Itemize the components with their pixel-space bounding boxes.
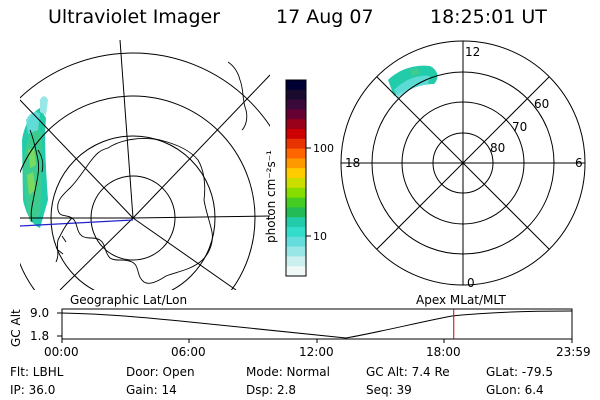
- colorbar: [285, 79, 311, 277]
- alt-y-tick-label: 1.8: [30, 329, 50, 343]
- mlt-hour-label-18: 18: [345, 156, 361, 170]
- colorbar-band: [286, 246, 306, 257]
- alt-axis-label: GC Alt: [9, 309, 23, 347]
- status-dsp: Dsp: 2.8: [246, 383, 297, 397]
- colorbar-band: [286, 99, 306, 110]
- colorbar-band: [286, 197, 306, 208]
- colorbar-frame: [285, 79, 307, 277]
- instrument-title: Ultraviolet Imager: [48, 6, 221, 28]
- alt-x-tick-label: 12:00: [299, 345, 334, 359]
- colorbar-band: [286, 256, 306, 267]
- geo-panel-label: Geographic Lat/Lon: [70, 293, 188, 307]
- colorbar-bands: [286, 80, 306, 277]
- geo-meridian: [132, 217, 237, 290]
- colorbar-band: [286, 109, 306, 120]
- south-america-coastline: [29, 129, 44, 223]
- colorbar-tick-label-10: 10: [313, 230, 327, 243]
- altitude-plot-frame: [61, 308, 573, 340]
- geo-meridian: [59, 217, 134, 290]
- colorbar-band: [286, 158, 306, 169]
- mlt-lat-label-70: 70: [512, 120, 528, 134]
- mlt-hour-label-12: 12: [465, 45, 481, 59]
- colorbar-band: [286, 80, 306, 91]
- geo-lat-circle-50: [20, 52, 270, 128]
- alt-x-tick-label: 23:59: [556, 345, 591, 359]
- colorbar-band: [286, 168, 306, 179]
- colorbar-tick-label-100: 100: [313, 142, 334, 155]
- status-door: Door: Open: [126, 365, 195, 379]
- africa-coastline: [227, 61, 248, 131]
- geo-meridian: [132, 215, 270, 219]
- mlt-panel-label: Apex MLat/MLT: [416, 293, 506, 307]
- track-line: [20, 219, 134, 227]
- status-glon: GLon: 6.4: [486, 383, 544, 397]
- colorbar-band: [286, 178, 306, 189]
- mlt-lat-label-80: 80: [490, 141, 506, 155]
- colorbar-band: [286, 129, 306, 140]
- colorbar-band: [286, 89, 306, 101]
- colorbar-unit-label: photon cm⁻²s⁻¹: [264, 150, 278, 243]
- colorbar-band: [286, 227, 306, 238]
- time-label: 18:25:01 UT: [430, 6, 547, 28]
- colorbar-band: [286, 187, 306, 199]
- geo-meridian: [20, 99, 134, 219]
- mlt-diagonal: [376, 76, 550, 250]
- geo-map: [20, 40, 270, 290]
- antarctica-coastline: [57, 137, 213, 284]
- altitude-plot: [57, 308, 573, 343]
- status-mode: Mode: Normal: [246, 365, 330, 379]
- colorbar-band: [286, 217, 306, 228]
- alt-x-tick-label: 18:00: [426, 345, 461, 359]
- aurora-mlt: [388, 65, 438, 98]
- colorbar-band: [286, 138, 306, 150]
- mlt-hour-label-0: 0: [467, 276, 475, 290]
- alt-x-tick-label: 00:00: [44, 345, 79, 359]
- status-gc-alt: GC Alt: 7.4 Re: [366, 365, 450, 379]
- mlt-hour-label-6: 6: [575, 156, 583, 170]
- mlt-dial: [340, 40, 586, 286]
- status-filter: Flt: LBHL: [10, 365, 64, 379]
- status-gain: Gain: 14: [126, 383, 177, 397]
- status-ip: IP: 36.0: [10, 383, 56, 397]
- alt-y-tick-label: 9.0: [30, 306, 50, 320]
- colorbar-band: [286, 119, 306, 130]
- colorbar-band: [286, 266, 306, 277]
- geo-lat-circle-60: [20, 95, 256, 290]
- alt-x-tick-label: 06:00: [171, 345, 206, 359]
- geo-meridian: [119, 40, 134, 219]
- status-glat: GLat: -79.5: [486, 365, 553, 379]
- date-label: 17 Aug 07: [276, 6, 374, 28]
- colorbar-band: [286, 207, 306, 218]
- geo-meridian: [132, 74, 270, 219]
- colorbar-band: [286, 148, 306, 159]
- altitude-curve: [61, 310, 573, 339]
- colorbar-band: [286, 236, 306, 248]
- antarctic-peninsula: [55, 217, 73, 263]
- status-seq: Seq: 39: [366, 383, 412, 397]
- mlt-lat-label-60: 60: [534, 97, 550, 111]
